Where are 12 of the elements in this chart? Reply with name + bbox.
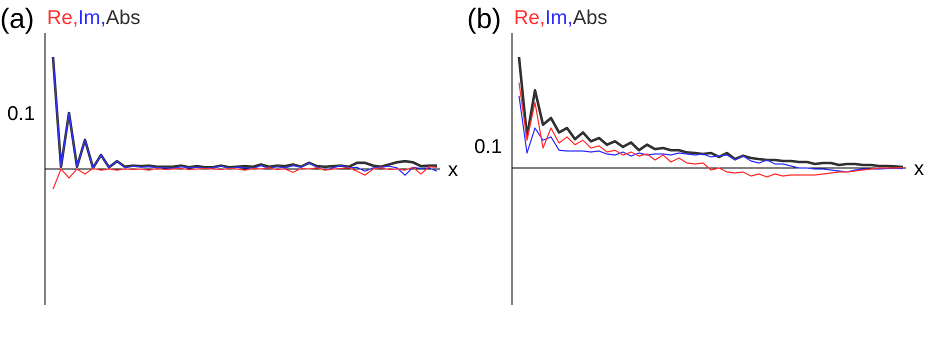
text: Re,	[514, 7, 546, 29]
chart-title: (a)	[0, 3, 34, 34]
text: 0.1	[474, 136, 502, 158]
text: Abs	[572, 7, 608, 29]
x-axis-title: x	[448, 159, 458, 181]
series-label: Im,	[78, 7, 106, 29]
chart-title: (b)	[467, 3, 502, 34]
text: Abs	[106, 7, 140, 29]
x-axis-title: x	[914, 158, 924, 180]
text: Re,	[47, 7, 78, 29]
text: 0.1	[7, 103, 35, 125]
text: Im,	[545, 7, 573, 29]
